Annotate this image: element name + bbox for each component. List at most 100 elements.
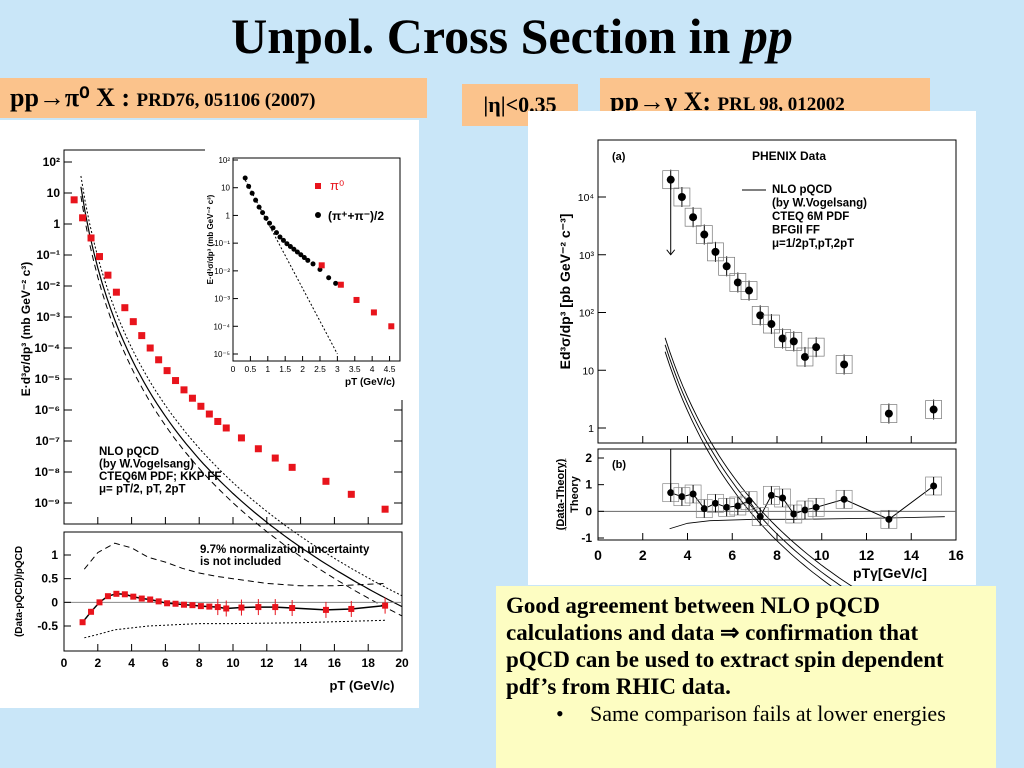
pi0-data-point — [381, 505, 389, 513]
pi0-ratio-plot: 1 0.5 0 -0.5 0 2 4 6 8 10 12 14 16 18 20 (Data-pQCD)/pQ… — [14, 531, 409, 693]
pi0-data-point — [163, 367, 171, 375]
y-tick-label: 1 — [226, 211, 231, 220]
x-tick-label: 10 — [226, 656, 240, 670]
neutral-pion-point — [370, 309, 377, 316]
neutral-pion-point — [337, 281, 344, 288]
pi0-data-point — [155, 356, 163, 364]
y-tick-label: 10⁻⁶ — [35, 403, 60, 417]
photon-data-point — [756, 311, 765, 320]
systematic-box — [925, 400, 942, 419]
legend-text: (by W.Vogelsang) — [772, 198, 867, 210]
charged-pion-point — [333, 280, 339, 286]
ratio-data-point — [104, 593, 111, 600]
pi0-data-point — [254, 445, 262, 453]
x-tick-label: 2 — [94, 656, 101, 670]
charged-pion-point — [310, 261, 316, 267]
y-tick-label: 10⁻⁵ — [35, 372, 60, 386]
ratio-data-point — [885, 515, 893, 523]
axes-frame — [232, 157, 401, 362]
charged-pion-point — [301, 255, 307, 261]
ratio-connecting-line — [670, 485, 934, 520]
y-tick-label: 1 — [588, 423, 594, 435]
normalization-annotation: is not included — [200, 556, 281, 568]
y-tick-label: -1 — [581, 531, 592, 545]
y-axis-label: Ed³σ/dp³ [pb GeV⁻² c⁻³] — [557, 214, 573, 370]
charged-pion-point — [294, 249, 300, 255]
bullet-mark: • — [556, 701, 564, 726]
charged-pion-point — [280, 237, 286, 243]
x-tick-label: 0 — [231, 364, 236, 374]
ratio-data-point — [745, 497, 753, 505]
x-axis-label: pTγ[GeV/c] — [853, 565, 927, 581]
y-tick-label: 10⁻¹ — [36, 248, 60, 262]
photon-data-point — [689, 213, 698, 222]
x-tick-label: 6 — [728, 547, 736, 563]
y-tick-label: 10 — [582, 365, 594, 377]
x-tick-label: 2 — [300, 364, 305, 374]
y-tick-label: 1 — [51, 548, 58, 562]
ratio-data-point — [164, 600, 171, 607]
legend-marker-charged — [315, 212, 321, 218]
x-tick-label: 10 — [814, 547, 830, 563]
y-tick-label: 10⁻⁴ — [34, 341, 60, 355]
ratio-data-point — [700, 505, 708, 513]
legend-marker-pi0 — [315, 183, 321, 189]
y-axis-label: (Data-Theory) — [555, 458, 567, 530]
pi0-data-point — [87, 234, 95, 242]
x-tick-label: 16 — [948, 547, 964, 563]
charged-pion-point — [326, 275, 332, 281]
pi0-data-point — [172, 377, 180, 385]
charged-pion-point — [284, 241, 290, 247]
systematic-box — [880, 404, 898, 423]
right-reference-text: PRL 98, 012002 — [717, 94, 845, 115]
y-tick-label: 10⁻⁹ — [35, 496, 60, 510]
systematic-box — [740, 281, 758, 300]
theory-curve — [80, 196, 403, 617]
x-tick-label: 0.5 — [244, 364, 256, 374]
photon-data-point — [733, 278, 742, 287]
ratio-data-point — [790, 510, 798, 518]
x-tick-label: 1.5 — [279, 364, 291, 374]
charged-pion-point — [287, 243, 293, 249]
ratio-data-point — [138, 595, 145, 602]
theory-curve — [80, 175, 403, 597]
photon-data-point — [677, 193, 686, 201]
charged-pion-point — [253, 197, 259, 203]
x-axis-label: pT (GeV/c) — [345, 377, 395, 388]
x-tick-label: 4 — [684, 547, 692, 563]
charged-pion-point — [246, 183, 252, 189]
x-tick-label: 14 — [294, 656, 308, 670]
ratio-data-point — [155, 598, 162, 605]
theory-annotation: μ= pT/2, pT, 2pT — [99, 484, 186, 496]
y-tick-label: 10⁻⁸ — [35, 465, 60, 479]
systematic-box — [835, 355, 853, 374]
x-tick-label: 8 — [773, 547, 781, 563]
pi0-data-point — [95, 253, 103, 261]
pi0-data-point — [70, 196, 78, 204]
neutral-pion-point — [353, 296, 360, 303]
y-tick-label: 10² — [218, 156, 230, 165]
y-tick-label: 10⁻³ — [214, 295, 230, 304]
charged-pion-point — [267, 220, 273, 226]
x-tick-label: 4 — [370, 364, 375, 374]
ratio-data-point — [812, 503, 820, 511]
y-tick-label: 10 — [221, 184, 230, 193]
theory-curve — [80, 186, 403, 608]
ratio-data-point — [930, 482, 938, 490]
axes-frame — [597, 448, 957, 541]
pi0-data-point — [288, 463, 296, 471]
photon-data-point — [767, 320, 776, 329]
y-tick-label: 10⁻² — [214, 267, 230, 276]
conclusion-text: Good agreement between NLO pQCD calculat… — [506, 593, 944, 699]
upper-limit-arrowhead — [666, 249, 676, 256]
y-tick-label: 10 — [47, 186, 61, 200]
y-tick-label: 10⁻² — [36, 279, 60, 293]
charged-pion-point — [242, 175, 248, 181]
y-tick-label: 10⁻¹ — [214, 239, 230, 248]
ratio-data-point — [197, 603, 204, 610]
ratio-data-point — [147, 596, 154, 603]
neutral-pion-point — [318, 262, 325, 269]
photon-data-point — [884, 409, 893, 418]
y-axis-label: E·d³σ/dp³ (mb GeV⁻² c³) — [206, 194, 215, 284]
